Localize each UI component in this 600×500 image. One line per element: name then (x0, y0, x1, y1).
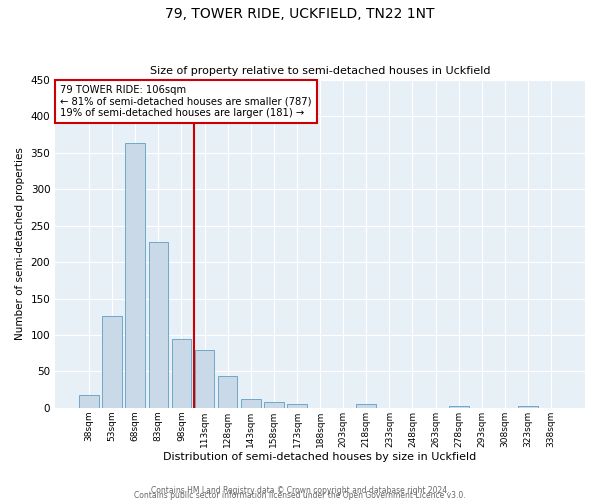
Bar (356, 404, 376, 408)
Bar (449, 406, 469, 408)
Title: Size of property relative to semi-detached houses in Uckfield: Size of property relative to semi-detach… (150, 66, 490, 76)
Bar (518, 406, 538, 408)
Y-axis label: Number of semi-detached properties: Number of semi-detached properties (15, 148, 25, 340)
Text: Contains public sector information licensed under the Open Government Licence v3: Contains public sector information licen… (134, 490, 466, 500)
Bar (149, 242, 168, 408)
Bar (103, 316, 122, 408)
Bar (125, 144, 145, 408)
Text: Contains HM Land Registry data © Crown copyright and database right 2024.: Contains HM Land Registry data © Crown c… (151, 486, 449, 495)
Bar (264, 402, 284, 408)
Bar (79, 394, 99, 408)
Bar (287, 404, 307, 408)
X-axis label: Distribution of semi-detached houses by size in Uckfield: Distribution of semi-detached houses by … (163, 452, 477, 462)
Text: 79, TOWER RIDE, UCKFIELD, TN22 1NT: 79, TOWER RIDE, UCKFIELD, TN22 1NT (165, 8, 435, 22)
Bar (241, 399, 260, 408)
Bar (195, 350, 214, 408)
Text: 79 TOWER RIDE: 106sqm
← 81% of semi-detached houses are smaller (787)
19% of sem: 79 TOWER RIDE: 106sqm ← 81% of semi-deta… (61, 85, 312, 118)
Bar (172, 338, 191, 408)
Bar (218, 376, 238, 408)
